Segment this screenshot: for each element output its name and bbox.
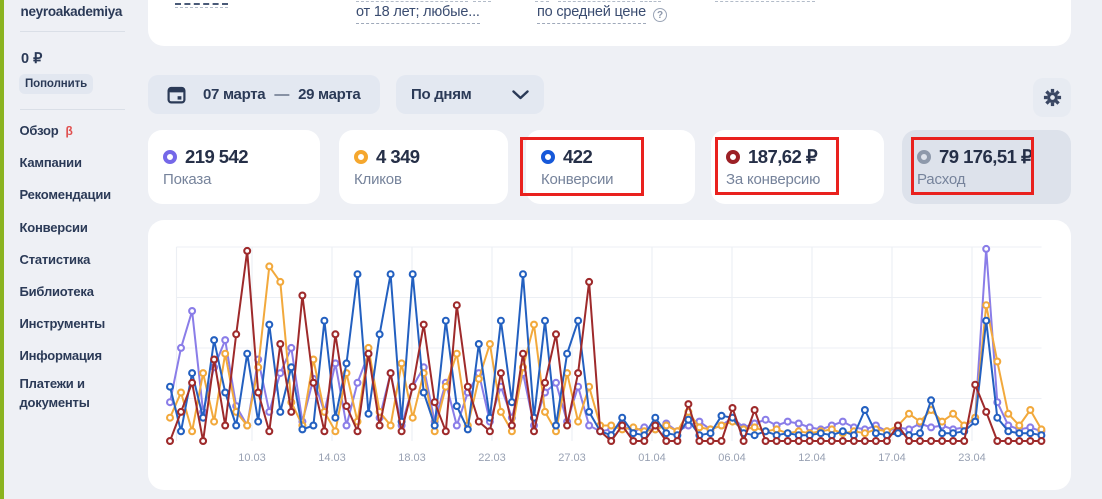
account-balance: 0 ₽ [21,51,43,67]
sidebar: neyroakademiya 0 ₽ Пополнить Обзор β Кампа… [4,0,148,499]
stat-label: Кликов [354,170,402,188]
sidebar-item-label: Статистика [19,251,91,267]
stat-card-1[interactable]: 219 542 Показа [148,130,320,204]
x-tick-label: 10.03 [238,452,266,464]
cut-setting-underline [558,1,635,2]
x-tick-label: 23.04 [958,452,986,464]
sidebar-item-label: Кампании [19,155,82,171]
x-tick-label: 01.04 [638,452,666,464]
grouping-value: По дням [411,86,472,103]
stat-value: 79 176,51 ₽ [939,145,1033,167]
gear-icon [1043,88,1061,107]
stat-label: Показа [163,170,212,188]
x-tick-label: 22.03 [478,452,506,464]
date-range-dash: — [274,86,290,103]
calendar-icon [167,86,186,104]
sidebar-item-label: Инструменты [19,316,106,332]
cut-setting-underline [640,1,661,2]
campaign-setting-link-2[interactable]: по средней цене [537,4,646,24]
date-from: 07 марта [203,86,266,103]
date-range-picker[interactable]: 07 марта — 29 марта [148,75,380,114]
sidebar-item-5[interactable]: Статистика [20,251,146,270]
metric-ring-icon [917,149,931,164]
stat-value: 422 [563,145,593,167]
sidebar-item-7[interactable]: Инструменты [20,315,146,334]
grouping-dropdown[interactable]: По дням [396,75,544,114]
stat-card-2[interactable]: 4 349 Кликов [339,130,508,204]
account-name[interactable]: neyroakademiya [20,4,123,19]
sidebar-item-label: Конверсии [19,219,88,235]
chart-settings-button[interactable] [1033,78,1071,117]
stat-card-4[interactable]: 187,62 ₽ За конверсию [711,130,884,204]
sidebar-item-label: Обзор [19,123,59,138]
metric-ring-icon [163,149,177,164]
sidebar-item-label: Информация [19,348,103,364]
cut-setting-underline [356,1,468,2]
sidebar-divider [20,109,125,110]
stat-value: 4 349 [376,145,420,167]
sidebar-item-6[interactable]: Библиотека [20,283,146,302]
metric-ring-icon [354,149,368,164]
stat-label: За конверсию [726,170,821,188]
metric-ring-icon [726,149,740,164]
stat-card-3[interactable]: 422 Конверсии [526,130,695,204]
cut-setting-text-bottom [175,3,228,5]
sidebar-divider [20,31,125,32]
sidebar-item-3[interactable]: Рекомендации [20,186,146,205]
stat-value: 187,62 ₽ [748,145,818,167]
brand-green-stripe [0,0,4,499]
sidebar-item-label: Рекомендации [19,187,112,203]
cut-setting-underline [175,7,228,8]
cut-setting-underline [473,1,491,2]
chevron-down-icon [512,89,529,99]
help-icon[interactable]: ? [653,8,667,22]
x-tick-label: 17.04 [878,452,906,464]
beta-badge: β [65,124,73,138]
x-tick-label: 27.03 [558,452,586,464]
sidebar-item-9[interactable]: Платежи и документы [20,374,146,413]
stat-label: Расход [917,170,966,188]
topup-button[interactable]: Пополнить [19,74,94,94]
metrics-line-chart[interactable]: 10.03 14.03 18.03 22.03 27.03 01.04 06.04 12.04… [148,220,1071,490]
x-tick-label: 14.03 [318,452,346,464]
metric-ring-icon [541,149,555,164]
campaign-setting-link-1[interactable]: от 18 лет; любые... [356,4,480,24]
cut-setting-underline [535,1,549,2]
sidebar-item-4[interactable]: Конверсии [20,219,146,238]
sidebar-item-8[interactable]: Информация [20,347,146,366]
stat-card-5[interactable]: 79 176,51 ₽ Расход [902,130,1071,204]
sidebar-menu: Обзор β Кампании Рекомендации Конверсии Стати… [20,122,146,425]
x-tick-label: 18.03 [398,452,426,464]
x-tick-label: 06.04 [718,452,746,464]
stat-label: Конверсии [541,170,614,188]
sidebar-item-label: Библиотека [19,283,94,299]
x-tick-label: 12.04 [798,452,826,464]
sidebar-item-2[interactable]: Кампании [20,154,146,173]
cut-setting-underline [715,1,815,2]
sidebar-item-1[interactable]: Обзор β [20,122,146,141]
date-to: 29 марта [298,86,361,103]
stat-value: 219 542 [185,145,249,167]
sidebar-item-label: Платежи и документы [19,375,90,410]
chart-card: 10.03 14.03 18.03 22.03 27.03 01.04 06.04 12.04… [148,220,1071,490]
